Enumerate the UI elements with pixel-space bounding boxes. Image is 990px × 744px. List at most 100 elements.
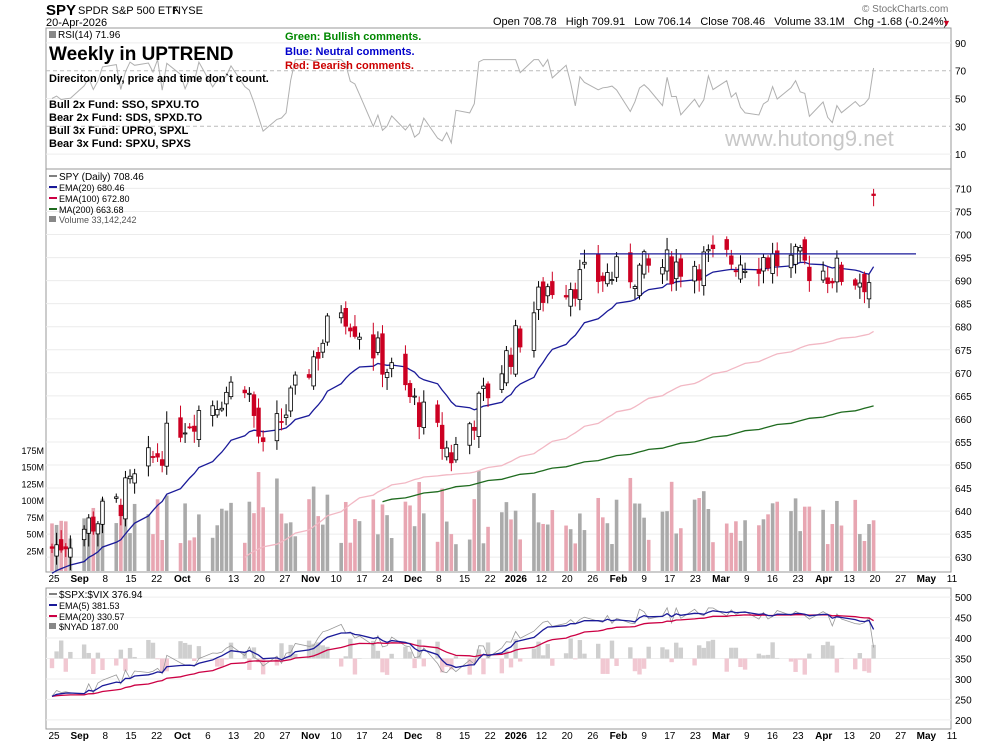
volume-bar — [867, 524, 871, 571]
x-tick-label: 6 — [205, 731, 211, 742]
nyad-bar — [724, 658, 729, 672]
nyad-bar — [536, 641, 541, 659]
x-tick-label: 2026 — [505, 574, 528, 585]
nyad-bar — [485, 642, 491, 659]
candle-body — [807, 266, 812, 282]
candle-body — [132, 473, 137, 484]
x-tick-label: 25 — [48, 731, 60, 742]
nyad-bar — [343, 656, 348, 659]
nyad-bar — [164, 658, 169, 672]
nyad-bar — [196, 646, 202, 659]
volume-bar — [807, 506, 812, 571]
nyad-bar — [472, 658, 477, 663]
volume-bar — [376, 534, 380, 571]
nyad-bar — [550, 658, 555, 666]
volume-bar — [637, 503, 642, 571]
nyad-bar — [568, 638, 573, 659]
candle-body — [439, 424, 445, 449]
price-tick-label: 630 — [955, 553, 972, 564]
candle-body — [577, 269, 583, 300]
nyad-bar — [577, 640, 583, 659]
legend-ema20: EMA(20) 680.46 — [59, 183, 125, 193]
candle-body — [196, 410, 202, 440]
candle-body — [857, 282, 863, 288]
volume-bar — [311, 486, 316, 571]
price-tick-label: 705 — [955, 207, 972, 218]
candle-body — [628, 252, 633, 283]
volume-bar — [128, 533, 132, 571]
volume-bar — [582, 530, 587, 571]
volume-bar — [325, 494, 330, 571]
volume-bar — [564, 525, 568, 571]
candle-body — [63, 546, 68, 550]
nyad-bar — [127, 647, 133, 659]
nyad-bar — [830, 645, 835, 659]
candle-body — [467, 423, 472, 446]
candle-body — [118, 504, 124, 517]
candle-body — [637, 264, 642, 296]
x-tick-label: May — [917, 731, 937, 742]
nyad-bar — [733, 647, 739, 659]
nyad-bar — [609, 640, 615, 659]
x-tick-label: 9 — [744, 731, 750, 742]
volume-bar — [830, 524, 835, 571]
nyad-bar — [853, 658, 858, 670]
x-tick-label: 12 — [536, 731, 548, 742]
x-tick-label: 15 — [459, 574, 471, 585]
volume-bar — [440, 488, 444, 571]
legend-ma200: MA(200) 663.68 — [59, 205, 124, 215]
x-tick-label: 26 — [587, 731, 599, 742]
rsi-legend: RSI(14) 71.96 — [49, 30, 121, 41]
volume-bar — [100, 498, 105, 571]
nyad-bar — [742, 658, 748, 670]
nyad-bar — [150, 642, 156, 659]
volume-bar — [738, 540, 743, 571]
nyad-bar — [476, 649, 482, 659]
rsi-tick-label: 10 — [955, 150, 967, 161]
candle-body — [293, 374, 298, 386]
candle-body — [215, 409, 220, 416]
candle-body — [862, 273, 867, 293]
volume-bar — [467, 539, 472, 571]
candle-body — [605, 272, 610, 285]
volume-bar — [215, 525, 220, 571]
candle-body — [830, 280, 835, 284]
volume-bar — [734, 521, 738, 571]
nyad-bar — [674, 642, 679, 659]
volume-bar — [601, 517, 605, 571]
nyad-bar — [857, 653, 863, 659]
candle-body — [435, 404, 440, 423]
volume-bar — [532, 493, 536, 571]
nyad-bar — [646, 646, 651, 659]
nyad-bar — [348, 638, 353, 659]
volume-bar — [256, 472, 261, 571]
nyad-bar — [352, 658, 358, 675]
candle-body — [155, 453, 160, 458]
nyad-bar — [279, 643, 284, 659]
nyad-bar — [775, 657, 780, 659]
x-tick-label: 10 — [331, 574, 343, 585]
volume-bar — [798, 531, 802, 571]
price-tick-label: 635 — [955, 530, 972, 541]
vix-legend: $SPX:$VIX 376.94 EMA(5) 381.53 EMA(20) 3… — [49, 590, 143, 632]
x-tick-label: 8 — [103, 574, 109, 585]
volume-bar — [454, 544, 458, 571]
volume-bar — [380, 504, 385, 571]
nyad-bar — [49, 658, 55, 669]
volume-bar — [284, 523, 288, 571]
vix-tick-label: 200 — [955, 716, 972, 727]
x-tick-label: Feb — [610, 574, 628, 585]
x-tick-label: Dec — [404, 731, 423, 742]
vix-tick-label: 500 — [955, 593, 972, 604]
volume-bar — [596, 497, 601, 571]
candle-body — [839, 264, 844, 282]
x-tick-label: 22 — [485, 574, 497, 585]
volume-bar — [192, 537, 197, 571]
ticker-symbol: SPY — [46, 2, 77, 19]
candle-body — [412, 395, 417, 398]
x-tick-label: 9 — [641, 574, 647, 585]
nyad-bar — [407, 651, 413, 659]
volume-tick-label: 175M — [21, 446, 44, 456]
x-tick-label: 6 — [205, 574, 211, 585]
